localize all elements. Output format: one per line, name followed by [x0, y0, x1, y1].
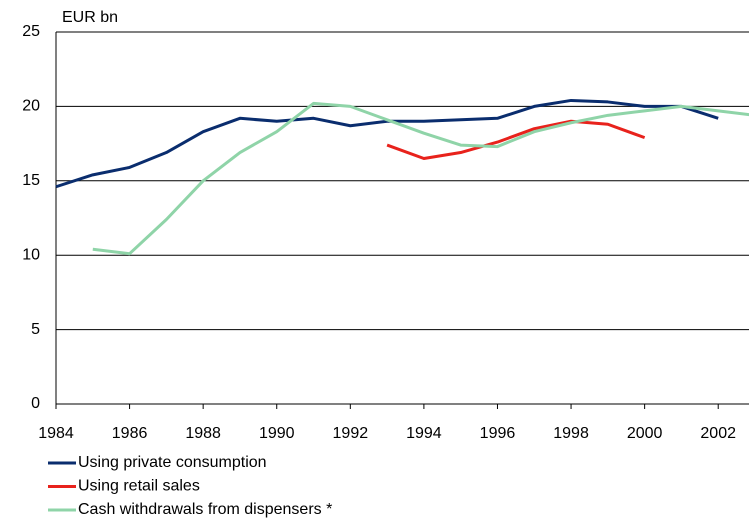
y-tick-label: 0 — [31, 395, 40, 412]
x-tick-label: 1988 — [185, 425, 221, 442]
x-tick-label: 1990 — [259, 425, 295, 442]
x-tick-label: 1986 — [112, 425, 148, 442]
x-tick-label: 1984 — [38, 425, 74, 442]
y-axis-label: EUR bn — [62, 9, 118, 26]
legend-label: Using private consumption — [78, 454, 267, 471]
series-line — [92, 101, 749, 256]
y-tick-label: 25 — [22, 23, 40, 40]
x-tick-label: 1996 — [480, 425, 516, 442]
series-line — [386, 119, 646, 160]
y-tick-label: 15 — [22, 172, 40, 189]
x-tick-label: 2000 — [627, 425, 663, 442]
legend-label: Using retail sales — [78, 478, 200, 495]
x-tick-label: 2002 — [700, 425, 736, 442]
x-tick-label: 1994 — [406, 425, 442, 442]
legend-label: Cash withdrawals from dispensers * — [78, 501, 332, 518]
y-tick-label: 5 — [31, 321, 40, 338]
x-tick-label: 1998 — [553, 425, 589, 442]
y-tick-label: 10 — [22, 246, 40, 263]
y-tick-label: 20 — [22, 98, 40, 115]
x-tick-label: 1992 — [333, 425, 369, 442]
